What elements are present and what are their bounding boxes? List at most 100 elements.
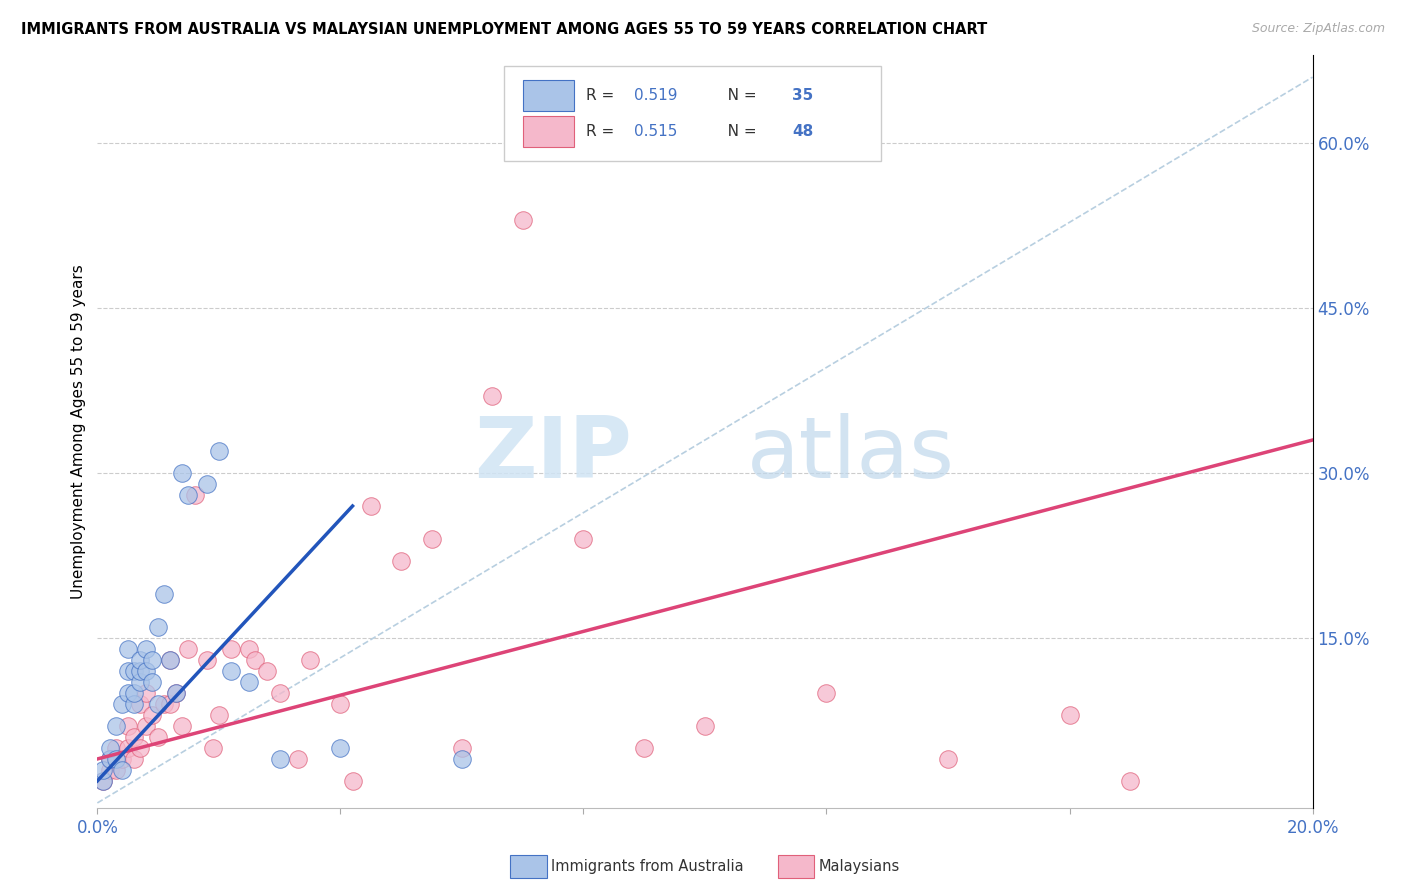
Point [98,752,121,766]
Point [177,642,200,657]
Text: Source: ZipAtlas.com: Source: ZipAtlas.com [1251,22,1385,36]
Point [153,587,176,601]
Point [342,774,364,789]
Point [512,213,534,227]
Point [360,499,382,513]
Point [117,642,139,657]
Point [572,532,595,546]
Point [141,708,163,723]
Point [104,741,127,756]
Text: R =: R = [586,87,619,103]
Point [146,620,169,634]
Point [117,664,139,678]
Point [219,664,242,678]
Point [104,763,127,777]
Point [128,675,150,690]
Point [245,653,267,667]
Text: 0.515: 0.515 [634,124,678,139]
Point [153,697,176,711]
Point [98,763,121,777]
Point [208,708,231,723]
Point [93,774,115,789]
Point [98,741,121,756]
Point [122,664,145,678]
Point [128,741,150,756]
Point [219,642,242,657]
Point [111,697,134,711]
Point [389,554,412,568]
Text: 48: 48 [793,124,814,139]
Point [329,741,352,756]
Point [936,752,959,766]
Point [208,444,231,458]
Point [128,697,150,711]
Point [111,763,134,777]
Text: Malaysians: Malaysians [818,859,900,873]
Point [93,774,115,789]
Point [122,752,145,766]
Point [104,752,127,766]
Point [135,642,157,657]
Text: 35: 35 [793,87,814,103]
Point [183,488,205,502]
Point [1119,774,1142,789]
Point [451,741,474,756]
Point [287,752,309,766]
FancyBboxPatch shape [505,66,882,161]
Point [141,653,163,667]
Point [104,719,127,733]
Text: R =: R = [586,124,619,139]
Point [128,653,150,667]
Point [128,664,150,678]
Text: Immigrants from Australia: Immigrants from Australia [551,859,744,873]
Point [117,719,139,733]
Point [159,653,181,667]
Point [1059,708,1081,723]
Point [93,763,115,777]
Point [177,488,200,502]
Point [238,675,260,690]
Y-axis label: Unemployment Among Ages 55 to 59 years: Unemployment Among Ages 55 to 59 years [72,264,86,599]
Point [146,697,169,711]
Point [633,741,655,756]
Point [298,653,321,667]
Point [195,477,218,491]
Point [420,532,443,546]
Point [815,686,838,700]
Point [165,686,187,700]
Text: IMMIGRANTS FROM AUSTRALIA VS MALAYSIAN UNEMPLOYMENT AMONG AGES 55 TO 59 YEARS CO: IMMIGRANTS FROM AUSTRALIA VS MALAYSIAN U… [21,22,987,37]
Point [135,719,157,733]
Point [693,719,716,733]
Point [329,697,352,711]
Text: atlas: atlas [747,413,955,496]
Point [269,686,291,700]
Point [146,730,169,744]
Point [98,752,121,766]
Point [135,686,157,700]
Point [172,466,194,480]
Point [481,389,503,403]
Point [165,686,187,700]
Point [172,719,194,733]
Point [122,686,145,700]
Point [256,664,278,678]
FancyBboxPatch shape [523,80,574,111]
Point [238,642,260,657]
Point [122,697,145,711]
Point [451,752,474,766]
Point [111,752,134,766]
Text: N =: N = [713,124,762,139]
Text: ZIP: ZIP [474,413,633,496]
Point [117,686,139,700]
Point [141,675,163,690]
Point [201,741,224,756]
Point [159,653,181,667]
Point [269,752,291,766]
Point [159,697,181,711]
FancyBboxPatch shape [523,116,574,147]
Point [122,730,145,744]
Text: N =: N = [713,87,762,103]
Point [117,741,139,756]
Text: 0.519: 0.519 [634,87,678,103]
Point [195,653,218,667]
